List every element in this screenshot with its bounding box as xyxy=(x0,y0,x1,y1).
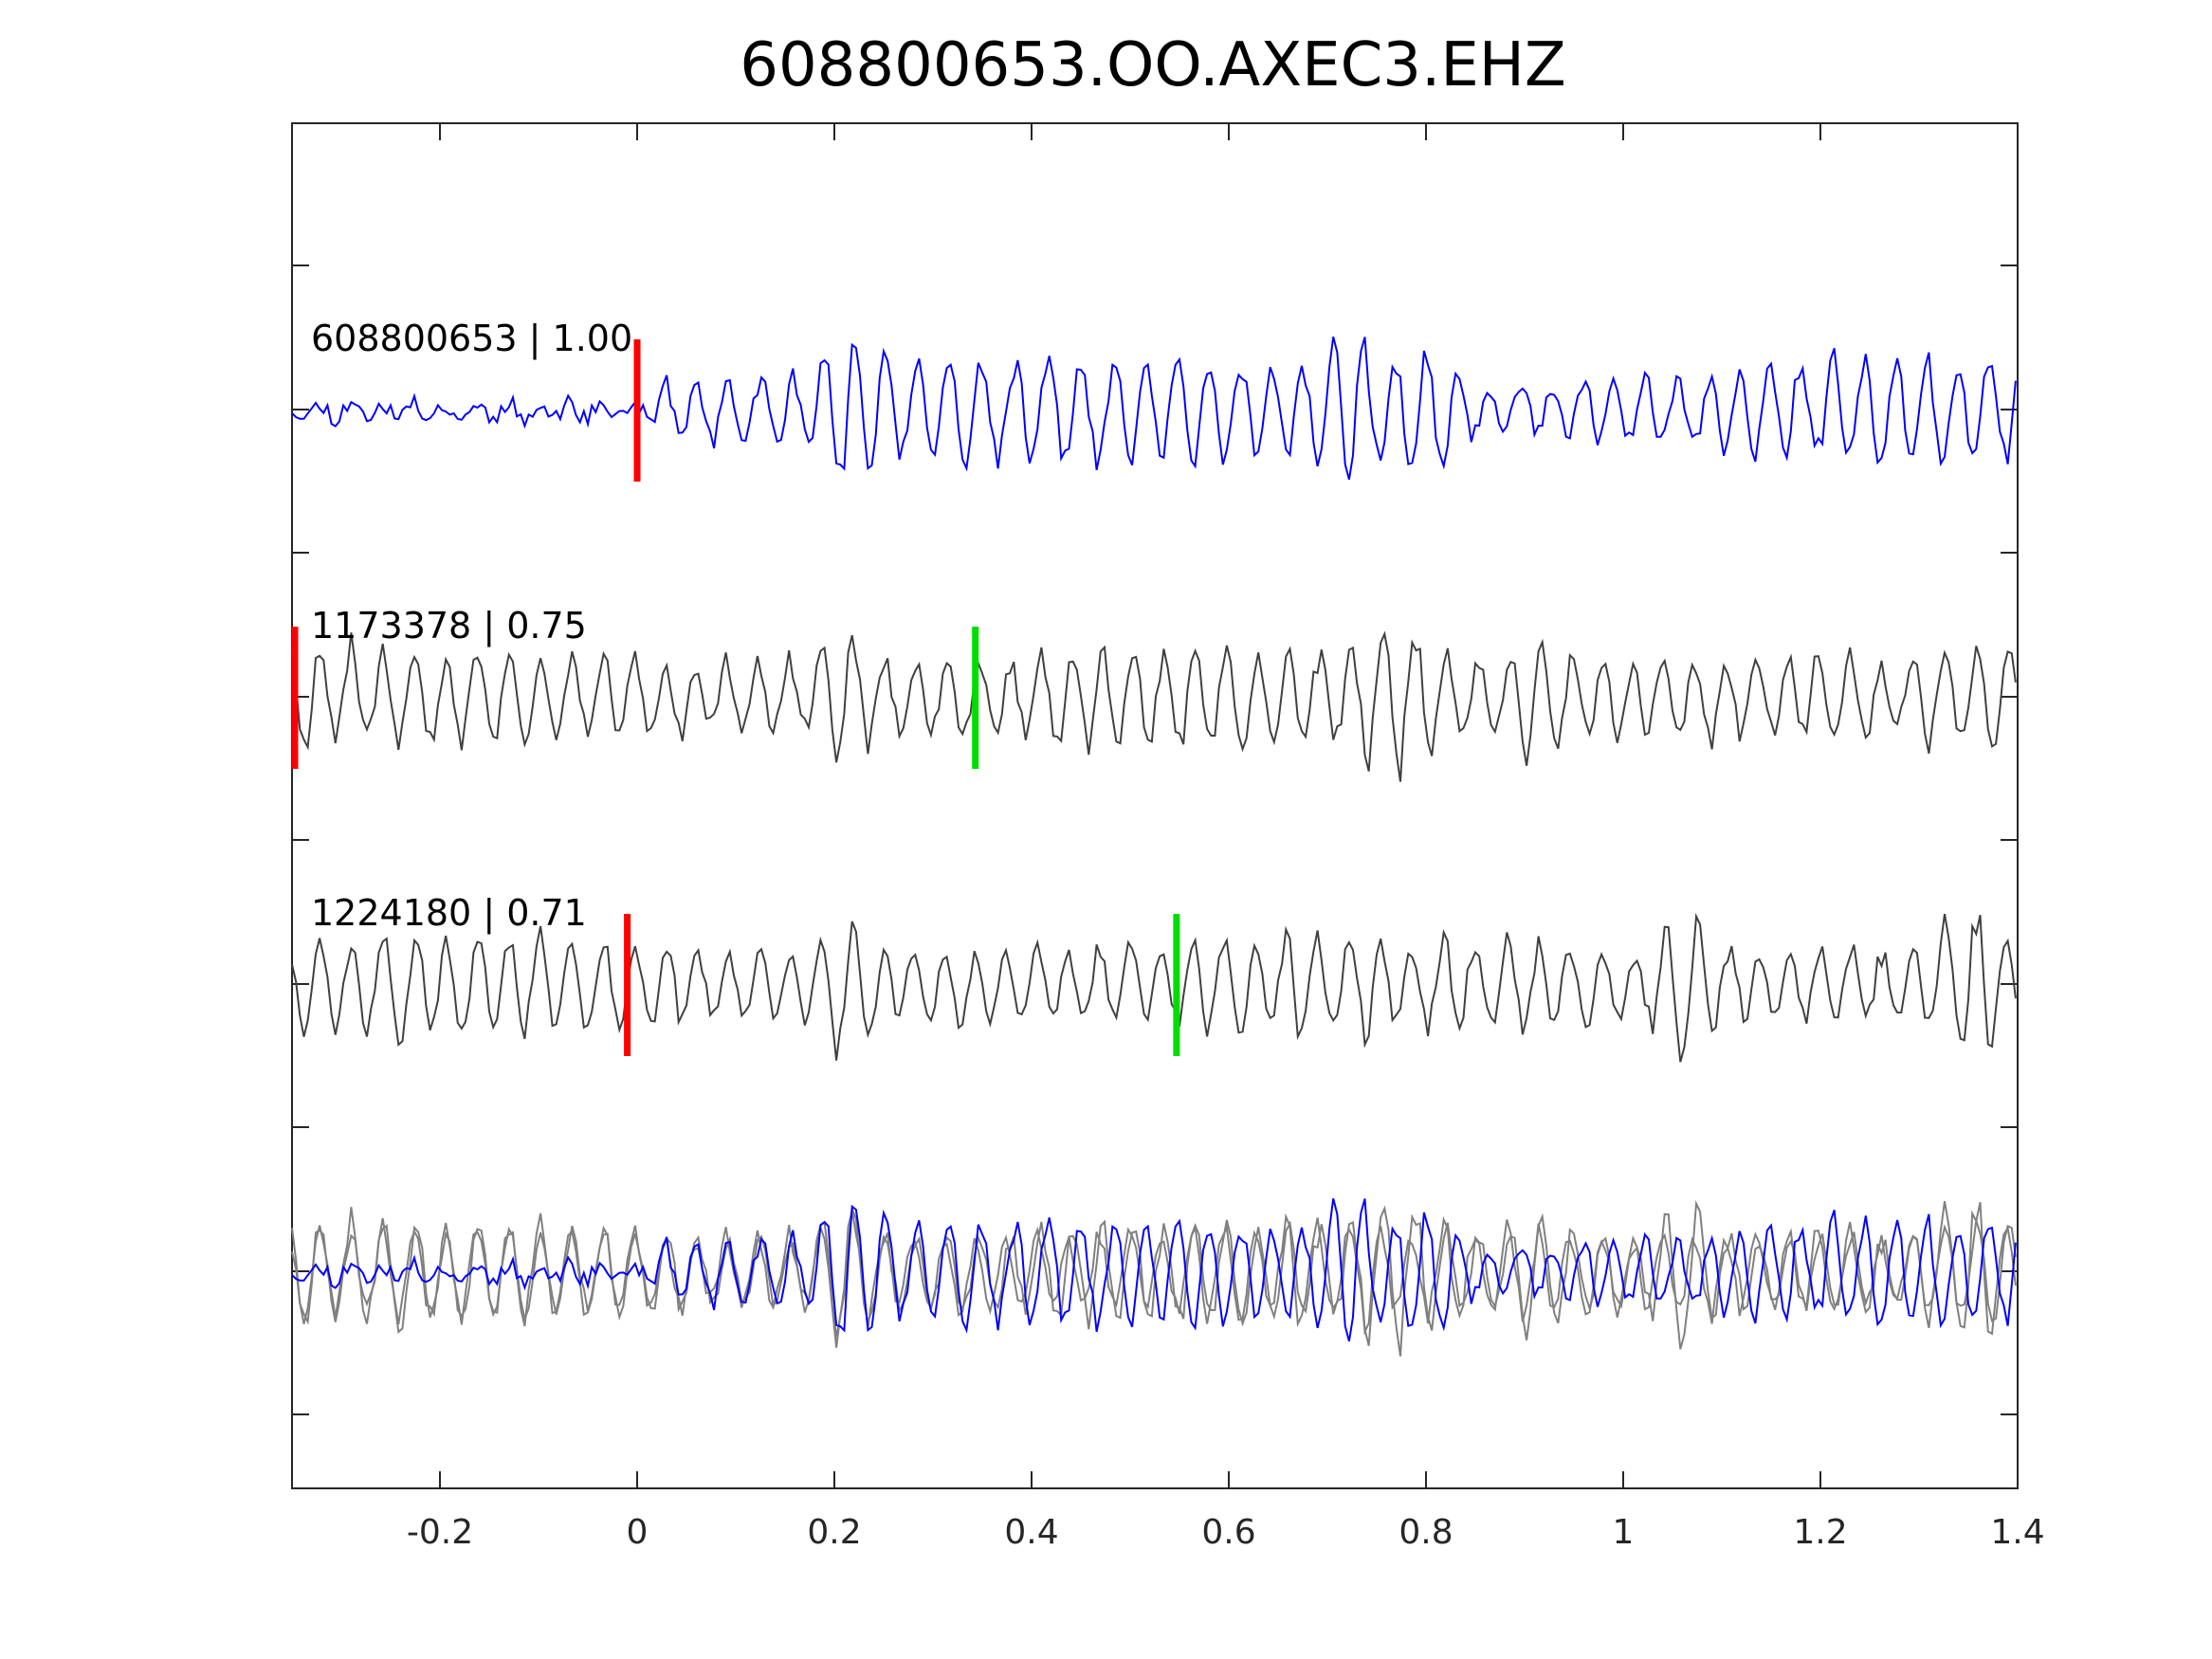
waveform-traces xyxy=(291,336,2017,1357)
waveform-trace-3 xyxy=(291,912,2017,1063)
chart-title: 608800653.OO.AXEC3.EHZ xyxy=(740,30,1566,100)
trace-label-1: 608800653 | 1.00 xyxy=(311,318,632,360)
x-tick-label: 0.8 xyxy=(1398,1513,1453,1552)
stack-trace-1 xyxy=(291,1197,2017,1342)
trace-label-2: 1173378 | 0.75 xyxy=(311,605,587,647)
trace-label-3: 1224180 | 0.71 xyxy=(311,892,587,935)
x-tick-label: 0.6 xyxy=(1201,1513,1255,1552)
x-tick-label: 0.4 xyxy=(1004,1513,1058,1552)
trace-labels: 608800653 | 1.00 1173378 | 0.75 1224180 | … xyxy=(311,318,632,935)
x-tick-label: 0.2 xyxy=(807,1513,861,1552)
axis-ticks: -0.2 0 0.2 0.4 0.6 0.8 1 1.2 1.4 xyxy=(292,123,2045,1552)
waveform-trace-1 xyxy=(291,336,2017,481)
x-tick-label: 1.4 xyxy=(1990,1513,2044,1552)
x-tick-label: 0 xyxy=(627,1513,649,1552)
waveform-trace-2 xyxy=(291,630,2017,782)
x-tick-label: 1.2 xyxy=(1793,1513,1847,1552)
x-tick-label: -0.2 xyxy=(407,1513,473,1552)
x-tick-label: 1 xyxy=(1613,1513,1635,1552)
